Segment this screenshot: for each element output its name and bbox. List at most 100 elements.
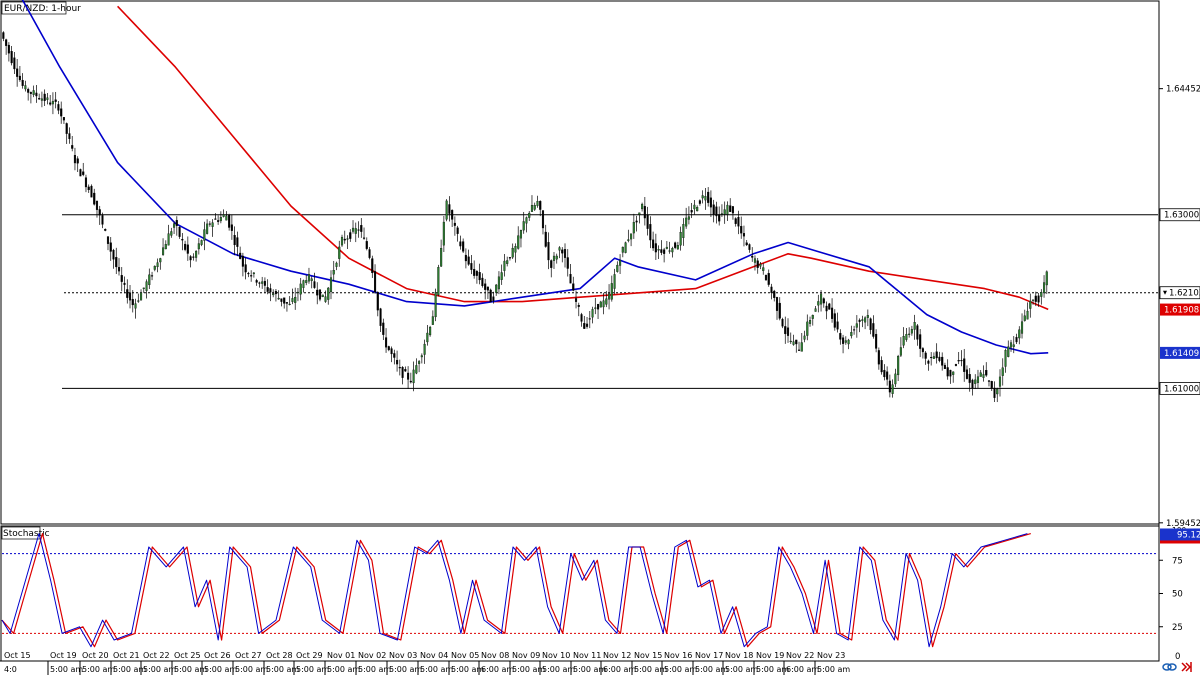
candle-body [751,256,754,258]
stoch-d-line [1,533,1031,648]
candle-body [453,222,456,226]
candle-body [379,308,382,326]
candle-body [21,79,24,86]
candle-body [396,359,399,365]
stochastic-pane[interactable] [0,525,1160,662]
candle-body [18,75,21,81]
candle-body [420,355,423,358]
stoch-tick-label-2: 50 [1172,590,1183,600]
candle-body [1023,315,1026,321]
candle-body [767,273,770,285]
candle-body [608,293,611,300]
candle-body [1037,295,1040,303]
candle-body [321,294,324,298]
candle-body [109,242,112,252]
x-time-label-2: 5:00 am [82,665,115,674]
candle-body [781,319,784,327]
candle-body [404,369,407,372]
candle-body [547,242,550,261]
x-date-label-15: Nov 08 [481,651,509,660]
candle-body [839,332,842,340]
candle-body [786,327,790,336]
candle-body [332,270,335,275]
candle-body [340,236,344,246]
candle-body [475,270,478,276]
candle-body [974,379,977,384]
candle-body [1018,329,1021,339]
candle-body [481,277,484,287]
candle-body [630,233,633,240]
candle-body [398,367,401,369]
candle-body [244,264,247,273]
candle-body [759,263,762,267]
candle-body [117,267,121,272]
candle-body [101,215,104,225]
candle-body [742,233,746,237]
candle-body [905,334,908,340]
candle-body [720,213,723,215]
candle-body [624,242,627,253]
candle-body [613,274,616,289]
candle-body [676,245,679,250]
candle-body [814,308,817,312]
candle-body [572,283,575,291]
candle-body [1009,342,1013,348]
candle-body [908,333,911,335]
candle-body [855,323,858,328]
candle-body [899,347,902,356]
candle-body [16,68,19,77]
current-price-label: 1.62102 [1169,289,1200,299]
candle-body [241,255,244,267]
candle-body [506,260,509,264]
candle-body [98,209,101,216]
candle-body [932,356,935,359]
candle-body [368,249,371,258]
candle-body [693,204,696,210]
candle-body [148,274,151,286]
x-time-label-22: 5:00 am [695,665,728,674]
candle-body [418,361,421,364]
candle-body [442,221,445,246]
x-date-label-16: Nov 09 [512,651,540,660]
x-time-label-5: 5:00 am [174,665,207,674]
candle-body [247,273,250,275]
x-time-label-24: 5:00 am [756,665,789,674]
candle-body [864,317,867,323]
candle-body [712,204,715,215]
candle-body [996,388,999,395]
candle-body [952,371,955,375]
candle-body [2,32,5,39]
candle-body [718,214,721,222]
scroll-end-icon[interactable] [1181,662,1192,672]
candle-body [941,356,944,366]
moving-averages [21,0,1049,355]
candle-body [1031,299,1035,301]
x-time-label-7: 5:00 am [235,665,268,674]
candle-body [13,57,16,70]
candle-body [577,304,580,307]
candle-body [784,326,787,335]
candle-body [976,376,980,383]
candle-body [95,200,99,210]
x-time-label-12: 5:00 am [389,665,422,674]
link-icon[interactable] [1162,663,1177,671]
candle-body [57,104,60,111]
candle-body [360,225,363,232]
candle-body [861,319,864,321]
main-pane[interactable] [0,0,1160,525]
candle-body [965,369,969,379]
candle-body [872,323,875,337]
candle-body [156,262,159,268]
slow-ma-label: 1.61908 [1164,306,1199,316]
candle-body [833,313,836,328]
candle-body [197,243,200,250]
candle-body [150,275,154,277]
candle-body [365,241,368,249]
candle-body [79,169,82,177]
candle-body [87,186,90,191]
candle-body [203,229,206,241]
candle-body [1015,337,1018,343]
candle-body [222,214,225,217]
candle-body [778,302,781,319]
